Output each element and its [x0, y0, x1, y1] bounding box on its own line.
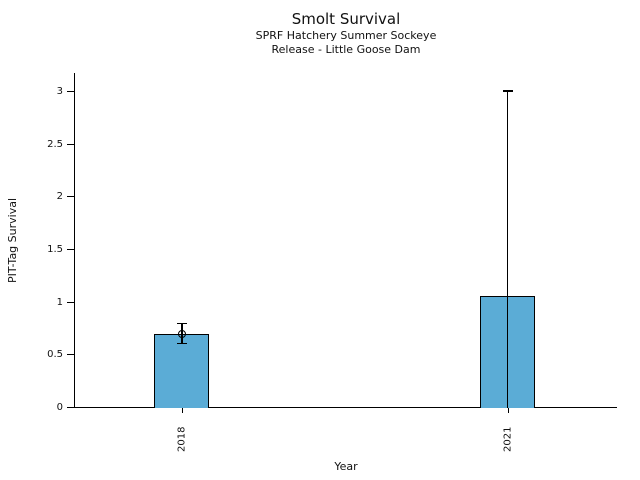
y-tick-label: 0.5 [47, 349, 63, 360]
y-tick-label: 2.5 [47, 139, 63, 150]
y-tick-label: 3 [56, 86, 63, 97]
y-tick [67, 249, 75, 250]
point-marker [177, 330, 186, 339]
x-tick [182, 408, 183, 413]
chart-subtitle-line1: SPRF Hatchery Summer Sockeye [255, 29, 437, 42]
y-tick-label: 1 [56, 297, 63, 308]
y-tick [67, 407, 75, 408]
chart-title-block: Smolt Survival SPRF Hatchery Summer Sock… [256, 10, 437, 57]
y-tick-label: 0 [56, 402, 63, 413]
x-axis-label: Year [334, 460, 358, 473]
error-bar-cap-top [502, 90, 513, 92]
x-axis-spine [75, 407, 617, 408]
y-tick-label: 1.5 [47, 244, 63, 255]
y-tick [67, 91, 75, 92]
y-tick [67, 196, 75, 197]
error-bar-line [506, 90, 509, 408]
error-bar-cap-bottom [176, 342, 187, 345]
x-tick [508, 408, 509, 413]
y-tick-label: 2 [56, 191, 63, 202]
chart-title: Smolt Survival [291, 10, 401, 28]
y-tick [67, 354, 75, 355]
error-bar-cap-top [176, 322, 187, 325]
y-tick [67, 302, 75, 303]
x-tick-label: 2018 [176, 426, 188, 452]
bar [154, 334, 210, 408]
x-tick-label: 2021 [502, 426, 514, 452]
chart-subtitle-line2: Release - Little Goose Dam [271, 43, 421, 56]
y-axis-spine [74, 73, 75, 408]
y-tick [67, 144, 75, 145]
